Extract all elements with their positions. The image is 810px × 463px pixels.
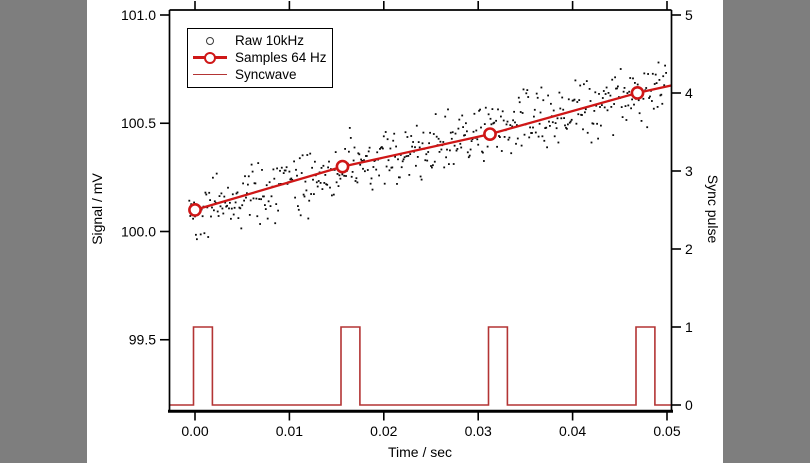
right-gutter bbox=[723, 0, 810, 463]
series-raw-10khz bbox=[188, 61, 667, 241]
legend-label-syncwave: Syncwave bbox=[235, 67, 297, 82]
y-right-tick-label: 2 bbox=[685, 241, 693, 257]
legend: Raw 10kHz Samples 64 Hz Syncwave bbox=[187, 28, 333, 88]
samples-line-circle-icon bbox=[192, 50, 228, 65]
y-left-tick-label: 100.5 bbox=[121, 115, 156, 131]
y-left-tick-label: 101.0 bbox=[121, 7, 156, 23]
legend-item-samples: Samples 64 Hz bbox=[192, 49, 328, 66]
y-right-tick-label: 3 bbox=[685, 163, 693, 179]
sample-marker bbox=[630, 86, 645, 100]
legend-item-raw: Raw 10kHz bbox=[192, 32, 328, 49]
x-tick-label: 0.00 bbox=[181, 423, 208, 439]
sample-marker bbox=[188, 202, 202, 217]
series-syncwave bbox=[169, 326, 672, 406]
y-right-tick-label: 4 bbox=[685, 85, 693, 101]
y-right-tick-label: 5 bbox=[685, 7, 693, 23]
plot-frame bbox=[168, 9, 673, 413]
y-left-tick-label: 99.5 bbox=[129, 332, 156, 348]
sample-marker bbox=[483, 127, 497, 141]
legend-item-syncwave: Syncwave bbox=[192, 66, 328, 83]
x-tick-label: 0.01 bbox=[276, 423, 303, 439]
legend-label-samples: Samples 64 Hz bbox=[235, 50, 327, 65]
y-right-tick-label: 0 bbox=[685, 397, 693, 413]
y-right-tick-label: 1 bbox=[685, 319, 693, 335]
axis-ticks bbox=[160, 1, 681, 421]
series-samples-64hz bbox=[188, 84, 672, 217]
x-tick-label: 0.05 bbox=[653, 423, 680, 439]
axis-tick-labels: 0.00 0.01 0.02 0.03 0.04 0.05 101.0 100.5 100.0 9… bbox=[121, 7, 693, 439]
syncwave-line-icon bbox=[192, 67, 228, 82]
x-tick-label: 0.04 bbox=[559, 423, 586, 439]
legend-label-raw: Raw 10kHz bbox=[235, 33, 305, 48]
x-axis-title: Time / sec bbox=[387, 444, 453, 460]
x-tick-label: 0.02 bbox=[370, 423, 397, 439]
sample-marker bbox=[335, 159, 350, 174]
left-gutter bbox=[0, 0, 87, 463]
y-right-axis-title: Sync pulse bbox=[705, 174, 721, 244]
raw-open-circle-icon bbox=[192, 33, 228, 48]
y-left-axis-title: Signal / mV bbox=[89, 173, 105, 245]
y-left-tick-label: 100.0 bbox=[121, 223, 156, 239]
x-tick-label: 0.03 bbox=[465, 423, 492, 439]
